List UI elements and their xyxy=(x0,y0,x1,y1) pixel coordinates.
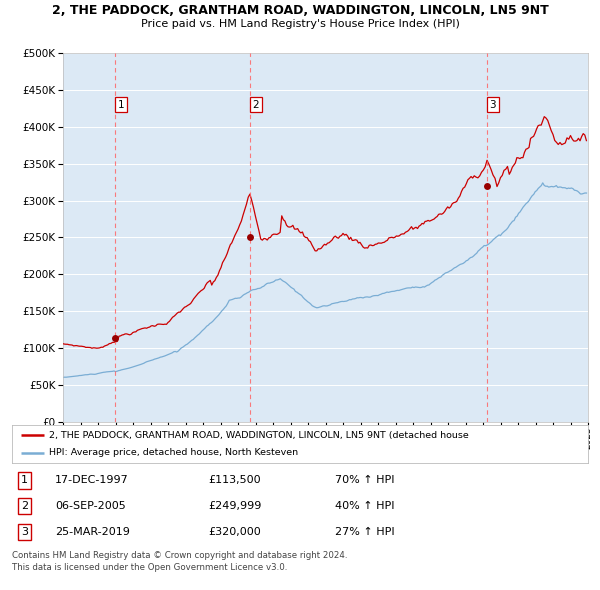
Text: 70% ↑ HPI: 70% ↑ HPI xyxy=(335,476,394,486)
Text: HPI: Average price, detached house, North Kesteven: HPI: Average price, detached house, Nort… xyxy=(49,448,299,457)
Text: £113,500: £113,500 xyxy=(208,476,260,486)
Text: 06-SEP-2005: 06-SEP-2005 xyxy=(55,501,126,511)
Text: £320,000: £320,000 xyxy=(208,527,260,537)
Text: 1: 1 xyxy=(118,100,124,110)
Text: £249,999: £249,999 xyxy=(208,501,261,511)
Text: This data is licensed under the Open Government Licence v3.0.: This data is licensed under the Open Gov… xyxy=(12,563,287,572)
Text: 3: 3 xyxy=(21,527,28,537)
Text: 27% ↑ HPI: 27% ↑ HPI xyxy=(335,527,394,537)
Text: 2, THE PADDOCK, GRANTHAM ROAD, WADDINGTON, LINCOLN, LN5 9NT (detached house: 2, THE PADDOCK, GRANTHAM ROAD, WADDINGTO… xyxy=(49,431,469,440)
Text: 25-MAR-2019: 25-MAR-2019 xyxy=(55,527,130,537)
Text: Price paid vs. HM Land Registry's House Price Index (HPI): Price paid vs. HM Land Registry's House … xyxy=(140,19,460,29)
Text: 40% ↑ HPI: 40% ↑ HPI xyxy=(335,501,394,511)
Text: 2: 2 xyxy=(253,100,259,110)
Text: 2, THE PADDOCK, GRANTHAM ROAD, WADDINGTON, LINCOLN, LN5 9NT: 2, THE PADDOCK, GRANTHAM ROAD, WADDINGTO… xyxy=(52,4,548,17)
Text: 2: 2 xyxy=(21,501,28,511)
Text: 1: 1 xyxy=(21,476,28,486)
Text: Contains HM Land Registry data © Crown copyright and database right 2024.: Contains HM Land Registry data © Crown c… xyxy=(12,551,347,560)
Text: 17-DEC-1997: 17-DEC-1997 xyxy=(55,476,129,486)
Text: 3: 3 xyxy=(490,100,496,110)
